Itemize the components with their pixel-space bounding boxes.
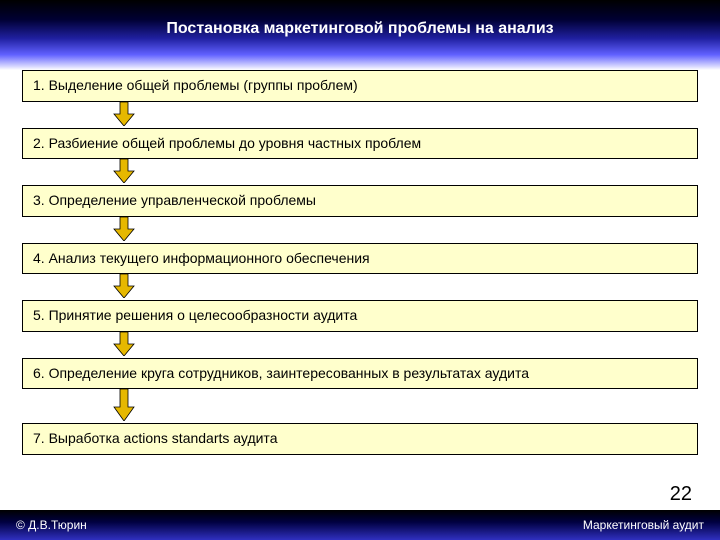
step-label: 1. Выделение общей проблемы (группы проб… [33,77,358,93]
step-label: 2. Разбиение общей проблемы до уровня ча… [33,135,421,151]
step-label: 5. Принятие решения о целесообразности а… [33,307,357,323]
arrow-wrap [22,389,698,423]
arrow-wrap [22,102,698,128]
step-box: 3. Определение управленческой проблемы [22,185,698,217]
step-label: 4. Анализ текущего информационного обесп… [33,250,370,266]
step-box: 2. Разбиение общей проблемы до уровня ча… [22,128,698,160]
footer-left: © Д.В.Тюрин [16,518,87,532]
arrow-wrap [22,332,698,358]
step-box: 7. Выработка actions standarts аудита [22,423,698,455]
arrow-down-icon [112,389,136,421]
page-number: 22 [670,483,692,506]
arrow-wrap [22,159,698,185]
arrow-down-icon [112,274,136,298]
flowchart: 1. Выделение общей проблемы (группы проб… [0,70,720,455]
header-band: Постановка маркетинговой проблемы на ана… [0,0,720,70]
footer-right: Маркетинговый аудит [583,518,704,532]
step-box: 1. Выделение общей проблемы (группы проб… [22,70,698,102]
arrow-wrap [22,217,698,243]
step-box: 4. Анализ текущего информационного обесп… [22,243,698,275]
slide-title: Постановка маркетинговой проблемы на ана… [166,20,553,38]
step-label: 7. Выработка actions standarts аудита [33,430,277,446]
step-box: 6. Определение круга сотрудников, заинте… [22,358,698,390]
step-label: 6. Определение круга сотрудников, заинте… [33,365,529,381]
arrow-wrap [22,274,698,300]
arrow-down-icon [112,332,136,356]
arrow-down-icon [112,159,136,183]
arrow-down-icon [112,217,136,241]
step-box: 5. Принятие решения о целесообразности а… [22,300,698,332]
step-label: 3. Определение управленческой проблемы [33,192,316,208]
arrow-down-icon [112,102,136,126]
footer-band: © Д.В.Тюрин Маркетинговый аудит [0,510,720,540]
